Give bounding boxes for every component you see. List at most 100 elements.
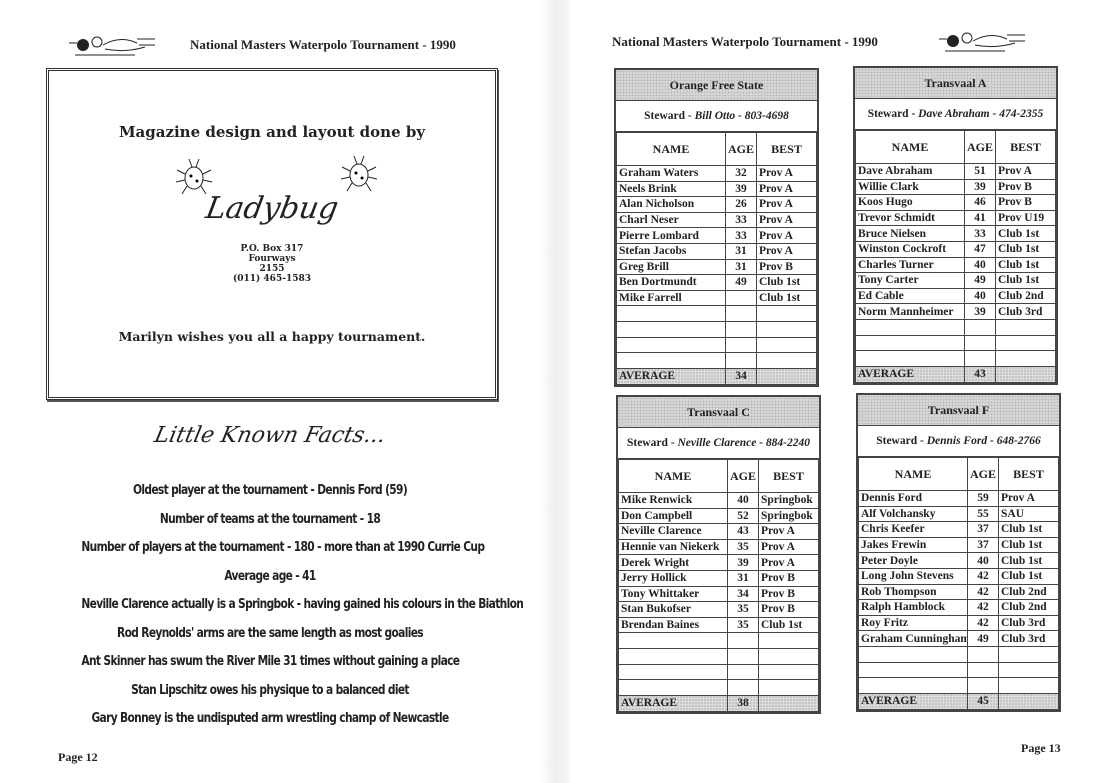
address-line: P.O. Box 317 [240,244,304,254]
player-best: Prov A [758,554,819,571]
table-header-row: NAME AGE BEST [616,132,817,166]
player-name: Jakes Frewin [858,536,968,554]
empty-row [616,320,817,338]
player-best: Prov B [995,194,1056,211]
player-name: Tony Carter [855,272,965,289]
col-best: BEST [998,457,1059,491]
table-row: Graham Cunningham 49 Club 3rd [858,630,1059,647]
col-best: BEST [995,130,1056,164]
empty-cell [995,334,1056,352]
player-name: Long John Stevens [858,567,968,585]
ad-box: Magazine design and layout done by Ladyb… [46,68,498,400]
table-row: Rob Thompson 42 Club 2nd [858,583,1059,601]
player-age: 26 [725,196,757,213]
player-age: 35 [727,601,759,618]
player-age: 40 [964,287,996,305]
empty-cell [855,334,965,352]
table-row: Bruce Nielsen 33 Club 1st [855,225,1056,242]
player-age: 49 [725,274,757,291]
table-row: Dennis Ford 59 Prov A [858,490,1059,507]
player-best: Club 1st [995,272,1056,289]
player-best: Prov A [756,211,817,229]
empty-cell [758,663,819,681]
player-best: Prov A [756,180,817,198]
player-best: Prov A [756,227,817,244]
player-best: Club 1st [995,225,1056,242]
player-name: Graham Waters [616,165,726,182]
player-age: 43 [727,523,759,540]
empty-cell [758,632,819,649]
table-row: Ed Cable 40 Club 2nd [855,287,1056,305]
empty-cell [727,663,759,681]
table-row: Jerry Hollick 31 Prov B [618,569,819,587]
empty-cell [858,661,968,679]
player-age: 33 [725,211,757,229]
player-name: Ben Dortmundt [616,274,726,291]
table-row: Don Campbell 52 Springbok [618,507,819,525]
empty-cell [995,350,1056,367]
empty-row [618,632,819,649]
empty-row [855,334,1056,352]
player-name: Hennie van Niekerk [618,538,728,556]
table-row: Jakes Frewin 37 Club 1st [858,536,1059,554]
team-name: Transvaal A [855,68,1056,99]
empty-cell [727,647,759,665]
empty-cell [725,352,757,369]
ad-address: P.O. Box 317 Fourways 2155 (011) 465-158… [49,244,495,284]
player-name: Charles Turner [855,256,965,274]
empty-cell [998,645,1059,663]
player-best: Club 1st [998,552,1059,569]
table-row: Tony Whittaker 34 Prov B [618,585,819,603]
player-best: Springbok [758,507,819,525]
roster-table: NAME AGE BEST Mike Renwick 40 Springbok Don Ca… [618,459,819,712]
steward-label: Steward - [644,110,695,122]
table-row: Neels Brink 39 Prov A [616,180,817,198]
player-age: 40 [967,552,999,569]
empty-cell [998,692,1059,710]
player-name: Winston Cockroft [855,240,965,258]
player-name: Jerry Hollick [618,569,728,587]
address-phone: (011) 465-1583 [232,274,311,284]
player-name: Mike Renwick [618,492,728,509]
empty-cell [616,352,726,369]
fact-item: Number of players at the tournament - 18… [81,540,485,555]
player-best: Prov A [756,242,817,260]
player-name: Don Campbell [618,507,728,525]
player-name: Brendan Baines [618,616,728,634]
player-name: Dennis Ford [858,490,968,507]
roster-table: NAME AGE BEST Dave Abraham 51 Prov A Willie Cl… [855,130,1056,383]
ad-footer: Marilyn wishes you all a happy tournamen… [118,329,426,344]
player-best: Club 2nd [998,583,1059,601]
table-row: Charles Turner 40 Club 1st [855,256,1056,274]
player-best: Club 3rd [995,303,1056,320]
empty-row [616,336,817,354]
player-name: Neels Brink [616,180,726,198]
table-row: Alan Nicholson 26 Prov A [616,196,817,213]
player-name: Graham Cunningham [858,630,968,647]
steward-name: Dennis Ford [926,435,988,447]
average-label: AVERAGE [858,692,968,710]
fact-item: Average age - 41 [224,568,316,584]
empty-cell [725,305,757,322]
empty-cell [756,305,817,322]
player-name: Stan Bukofser [618,601,728,618]
player-age: 46 [964,194,996,211]
player-age: 39 [964,178,996,196]
player-name: Neville Clarence [618,523,728,540]
player-name: Alan Nicholson [616,196,726,213]
steward-label: Steward - [867,108,919,120]
address-line: Fourways [248,254,296,264]
player-age: 39 [725,180,757,198]
empty-cell [756,367,817,385]
col-best: BEST [758,459,819,493]
player-age [725,289,757,307]
empty-row [616,305,817,322]
steward-line: Steward - Bill Otto - 803-4698 [616,101,817,132]
team-name: Transvaal C [618,397,819,428]
table-row: Pierre Lombard 33 Prov A [616,227,817,244]
ladybug-icon [175,158,213,195]
empty-row [618,647,819,665]
player-age: 37 [967,521,999,538]
player-best: Prov B [758,569,819,587]
empty-row [855,350,1056,367]
